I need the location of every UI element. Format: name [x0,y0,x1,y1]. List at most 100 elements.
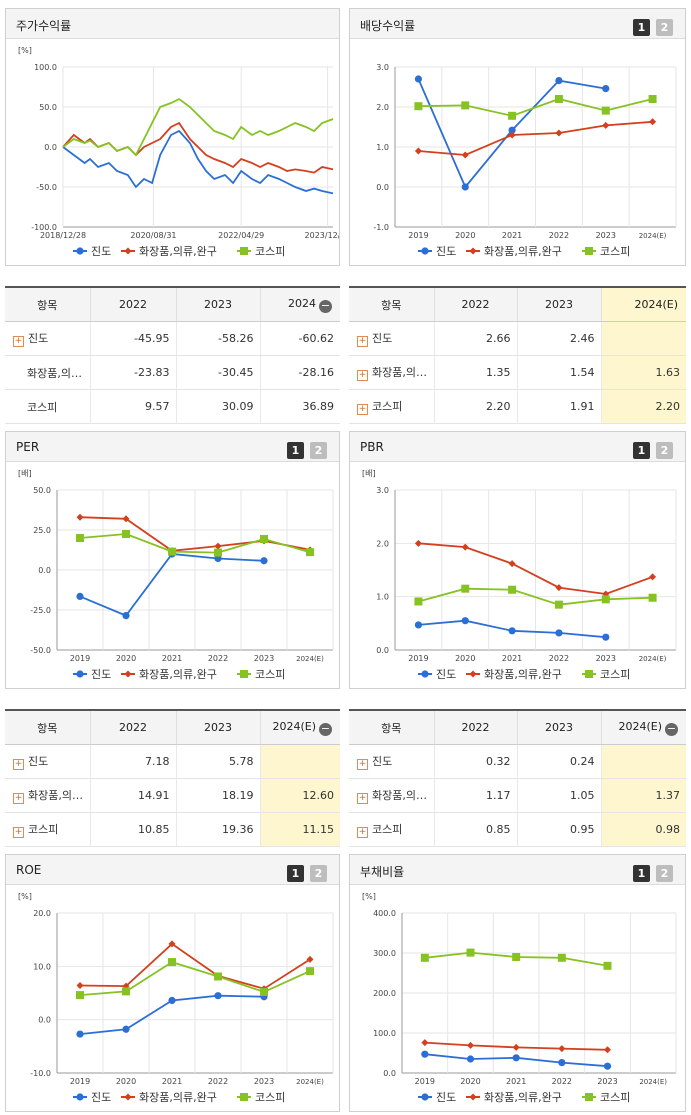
view-2-button[interactable]: 2 [656,442,673,459]
stock-return-panel: 주가수익률 [%] 100.0 50.0 0.0 -50.0 -100.0 2018/12/… [5,8,340,266]
data-point [467,1041,474,1049]
legend-label: 진도 [436,668,456,681]
legend-label: 진도 [91,245,111,258]
series-line [62,97,334,157]
table-row: 코스피 9.57 30.09 36.89 [5,389,340,424]
row-label: 코스피 [372,823,403,836]
x-tick-label: 2023 [254,1077,274,1086]
table-row: + 화장품,의… 1.35 1.54 1.63 [349,355,686,390]
expand-icon[interactable]: + [13,336,24,347]
table-row: + 진도 7.18 5.78 [5,744,340,779]
x-tick-label: 2021 [502,654,522,663]
x-tick-label: 2019 [408,654,428,663]
collapse-icon[interactable]: − [665,721,678,736]
y-tick-label: -10.0 [30,1069,51,1078]
expand-icon[interactable]: + [357,827,368,838]
data-point [214,548,222,557]
view-1-button[interactable]: 1 [633,442,650,459]
legend-label: 코스피 [255,668,285,681]
data-point [554,600,563,609]
table-row: + 코스피 10.85 19.36 11.15 [5,812,340,847]
data-point [420,953,429,962]
expand-icon[interactable]: + [357,404,368,415]
row-label: 화장품,의… [372,789,427,802]
x-tick-label: 2019 [70,1077,90,1086]
view-1-button[interactable]: 1 [287,865,304,882]
panel-title: PBR [360,440,384,454]
data-point [469,1093,477,1101]
data-point [461,151,469,159]
per-table: 항목 2022 2023 2024(E) − + 진도 7.18 5.78 + 화장품… [5,709,340,847]
expand-icon[interactable]: + [357,336,368,347]
view-2-button[interactable]: 2 [656,865,673,882]
cell-value: 9.57 [89,389,176,424]
x-tick-label: 2022 [208,654,228,663]
view-1-button[interactable]: 1 [287,442,304,459]
legend-label: 코스피 [600,245,630,258]
col-header-2022: 2022 [89,287,176,322]
y-tick-label: 0.0 [376,183,389,192]
cell-value: -60.62 [259,321,340,356]
unit-label: [%] [18,892,32,901]
y-tick-label: 100.0 [34,63,57,72]
legend-label: 코스피 [255,245,285,258]
col-header-item: 항목 [5,287,90,322]
data-point [554,95,563,103]
cell-value: 7.18 [89,744,176,779]
data-point [214,554,222,563]
data-point [76,247,84,255]
expand-icon[interactable]: + [13,793,24,804]
collapse-icon[interactable]: − [319,298,332,313]
y-tick-label: 25.0 [33,526,51,535]
expand-icon[interactable]: + [357,370,368,381]
row-name: 코스피 [5,389,90,424]
view-2-button[interactable]: 2 [310,442,327,459]
data-point [585,670,593,678]
cell-value: 0.24 [516,744,601,779]
expand-icon[interactable]: + [13,759,24,770]
cell-value [600,321,686,356]
panel-header: 주가수익률 [6,9,339,39]
x-tick-label: 2023 [596,231,616,240]
data-point [508,560,516,568]
data-point [122,515,130,523]
x-tick-label: 2019 [70,654,90,663]
x-tick-label: 2022 [549,654,569,663]
cell-value: 1.63 [600,355,686,390]
x-tick-label: 2023 [254,654,274,663]
x-tick-label: 2020 [116,1077,136,1086]
data-point [602,121,610,129]
legend-label: 코스피 [255,1091,285,1104]
row-label: 화장품,의… [372,366,427,379]
stock-return-table: 항목 2022 2023 2024− + 진도 -45.95 -58.26 -60… [5,286,340,424]
cell-value [600,744,686,779]
cell-value: 10.85 [89,812,176,847]
y-tick-label: 400.0 [373,909,396,918]
row-name: + 진도 [5,744,90,779]
data-point [602,633,610,641]
x-tick-label: 2023/12/28 [305,231,339,240]
data-point [122,612,130,620]
expand-icon[interactable]: + [357,759,368,770]
data-point [602,85,610,93]
y-tick-label: 3.0 [376,486,389,495]
data-point [508,111,517,120]
view-1-button[interactable]: 1 [633,865,650,882]
y-tick-label: 1.0 [376,593,389,602]
collapse-icon[interactable]: − [319,721,332,736]
legend-label: 진도 [91,668,111,681]
x-tick-label: 2021 [162,1077,182,1086]
expand-icon[interactable]: + [13,827,24,838]
legend-label: 진도 [436,1091,456,1104]
view-1-button[interactable]: 1 [633,19,650,36]
row-label: 화장품,의… [27,366,82,380]
cell-value [259,744,340,779]
row-name: + 코스피 [349,812,434,847]
view-2-button[interactable]: 2 [310,865,327,882]
x-tick-label: 2019 [415,1077,435,1086]
view-2-button[interactable]: 2 [656,19,673,36]
expand-icon[interactable]: + [357,793,368,804]
